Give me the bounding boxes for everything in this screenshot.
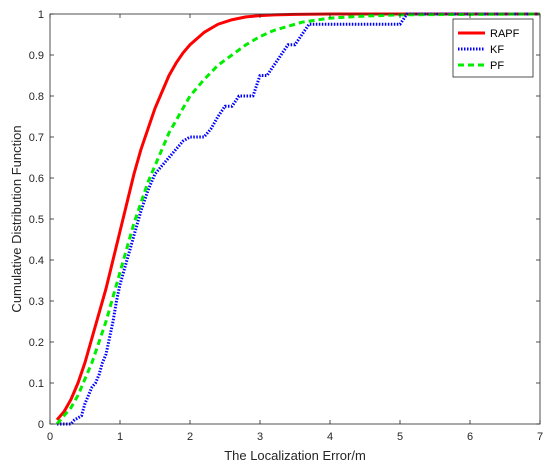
x-tick-label: 5 [397,431,403,443]
series-line-rapf [55,12,540,421]
y-tick-label: 0.1 [29,378,44,390]
y-tick-label: 0.4 [29,255,44,267]
legend-label-pf: PF [490,60,504,72]
x-tick-label: 1 [117,431,123,443]
y-tick-label: 0.9 [29,50,44,62]
x-tick-label: 0 [47,431,53,443]
y-tick-label: 0.8 [29,91,44,103]
legend-box [452,18,534,78]
x-tick-label: 7 [537,431,543,443]
tick-layer: 0 1 2 3 4 5 6 7 0 0.1 0.2 0.3 0.4 0.5 0.6 0.7 0.8 0.9 1 [29,9,543,443]
legend: RAPF KF PF [452,18,534,78]
legend-label-kf: KF [490,44,504,56]
y-tick-label: 0.3 [29,296,44,308]
series-line-pf [55,12,541,425]
x-axis-title: The Localization Error/m [224,448,366,463]
y-tick-label: 0 [38,419,44,431]
y-tick-label: 0.2 [29,337,44,349]
legend-label-rapf: RAPF [490,28,520,40]
series-line-kf [57,12,540,426]
x-tick-label: 6 [467,431,473,443]
x-tick-label: 3 [257,431,263,443]
plot-area [50,14,540,424]
y-tick-label: 0.5 [29,214,44,226]
series-layer [55,12,541,426]
x-tick-label: 4 [327,431,333,443]
y-tick-label: 0.6 [29,173,44,185]
y-tick-label: 0.7 [29,132,44,144]
y-axis-title: Cumulative Distribution Function [9,125,24,312]
x-tick-label: 2 [187,431,193,443]
y-tick-label: 1 [38,9,44,21]
